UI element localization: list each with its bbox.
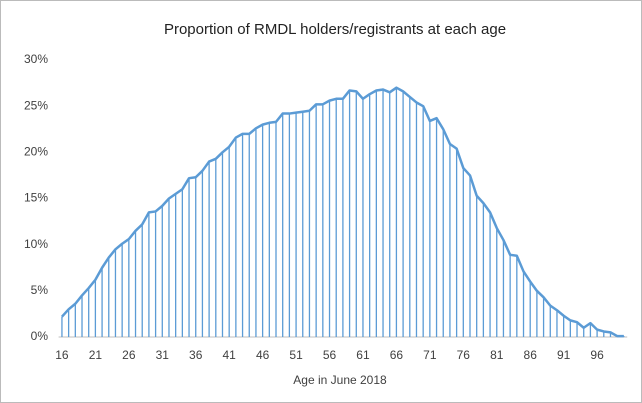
x-tick-label: 41 [223,348,237,362]
x-tick-label: 46 [256,348,270,362]
y-tick-label: 20% [24,145,48,159]
x-tick-label: 26 [122,348,136,362]
x-tick-label: 71 [423,348,437,362]
x-tick-label: 36 [189,348,203,362]
y-tick-label: 0% [31,329,49,343]
y-tick-label: 10% [24,237,48,251]
line [61,86,624,338]
x-tick-label: 61 [356,348,370,362]
y-tick-label: 5% [31,283,49,297]
x-tick-label: 76 [457,348,471,362]
x-tick-label: 51 [289,348,303,362]
y-tick-label: 30% [24,52,48,66]
x-tick-label: 86 [524,348,538,362]
x-tick-label: 21 [89,348,103,362]
x-tick-label: 16 [55,348,69,362]
x-tick-label: 96 [590,348,604,362]
x-tick-label: 31 [156,348,170,362]
chart-title: Proportion of RMDL holders/registrants a… [164,21,506,38]
x-tick-label: 81 [490,348,504,362]
x-tick-label: 91 [557,348,571,362]
x-tick-label: 66 [390,348,404,362]
y-tick-label: 25% [24,98,48,112]
y-tick-label: 15% [24,191,48,205]
x-axis-label: Age in June 2018 [293,373,387,387]
x-tick-label: 56 [323,348,337,362]
